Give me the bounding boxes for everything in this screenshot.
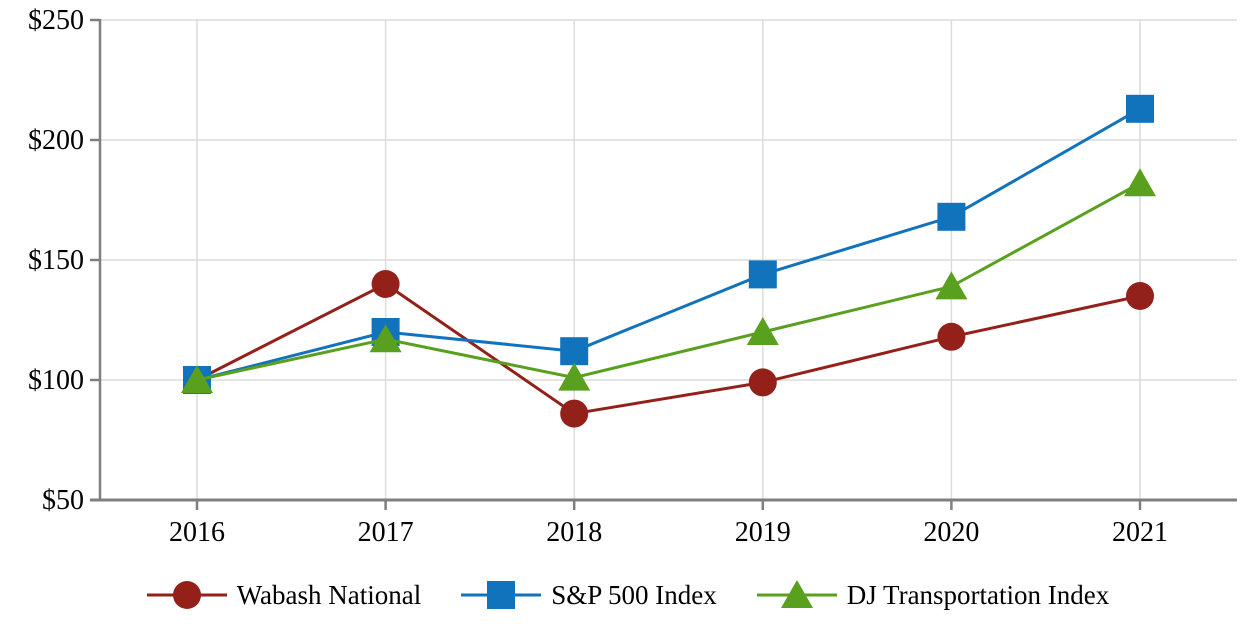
data-point-dj-transportation-index-2016 xyxy=(181,365,213,393)
x-axis-tick-label: 2016 xyxy=(169,517,225,548)
series-line-dj-transportation-index xyxy=(196,181,1141,382)
y-axis-tick-label: $150 xyxy=(28,245,84,276)
y-axis-tick-label: $50 xyxy=(42,485,84,516)
data-point-s-p-500-index-2019 xyxy=(748,260,777,289)
data-point-dj-transportation-index-2019 xyxy=(746,317,779,345)
x-axis-tick-label: 2017 xyxy=(358,517,414,548)
legend-triangle-marker-icon xyxy=(756,580,837,608)
y-axis-tick-label: $250 xyxy=(28,5,84,36)
legend-label: S&P 500 Index xyxy=(551,579,717,610)
legend-item-wabash-national: Wabash National xyxy=(146,578,422,612)
x-axis-tick-label: 2019 xyxy=(735,517,791,548)
data-point-wabash-national-2018 xyxy=(560,399,589,428)
data-point-wabash-national-2021 xyxy=(1126,282,1154,310)
data-point-wabash-national-2019 xyxy=(748,368,777,397)
data-point-wabash-national-2020 xyxy=(937,322,966,351)
legend-square-marker-icon xyxy=(461,581,542,609)
legend-label: Wabash National xyxy=(236,579,422,610)
legend-marker-shape xyxy=(780,580,813,608)
chart-plot-area: $50 $100 $150 $200 $250 2016 2017 2018 2019 2020 2… xyxy=(28,5,1237,548)
legend-circle-marker-icon xyxy=(146,581,227,609)
y-axis-tick-label: $100 xyxy=(28,365,84,396)
y-axis-tick-label: $200 xyxy=(28,125,84,156)
data-point-s-p-500-index-2021 xyxy=(1126,94,1154,123)
data-point-s-p-500-index-2020 xyxy=(937,202,966,231)
chart-legend: Wabash National S&P 500 Index DJ Transpo… xyxy=(0,578,1256,612)
data-point-dj-transportation-index-2017 xyxy=(369,324,402,353)
x-axis-tick-label: 2020 xyxy=(923,517,979,548)
legend-marker-shape xyxy=(487,581,516,609)
series-line-s-p-500-index xyxy=(196,107,1141,382)
data-point-dj-transportation-index-2021 xyxy=(1124,168,1156,197)
data-point-dj-transportation-index-2018 xyxy=(558,362,591,391)
legend-label: DJ Transportation Index xyxy=(846,579,1110,610)
x-axis-tick-label: 2018 xyxy=(546,517,602,548)
legend-marker-shape xyxy=(172,581,201,609)
data-point-wabash-national-2017 xyxy=(371,270,400,298)
legend-item-sp500-index: S&P 500 Index xyxy=(461,578,717,612)
series-line-wabash-national xyxy=(196,282,1141,416)
data-point-s-p-500-index-2018 xyxy=(560,337,589,366)
legend-item-dj-transportation-index: DJ Transportation Index xyxy=(756,578,1110,612)
data-point-dj-transportation-index-2020 xyxy=(935,271,968,300)
x-axis-tick-label: 2021 xyxy=(1112,517,1168,548)
